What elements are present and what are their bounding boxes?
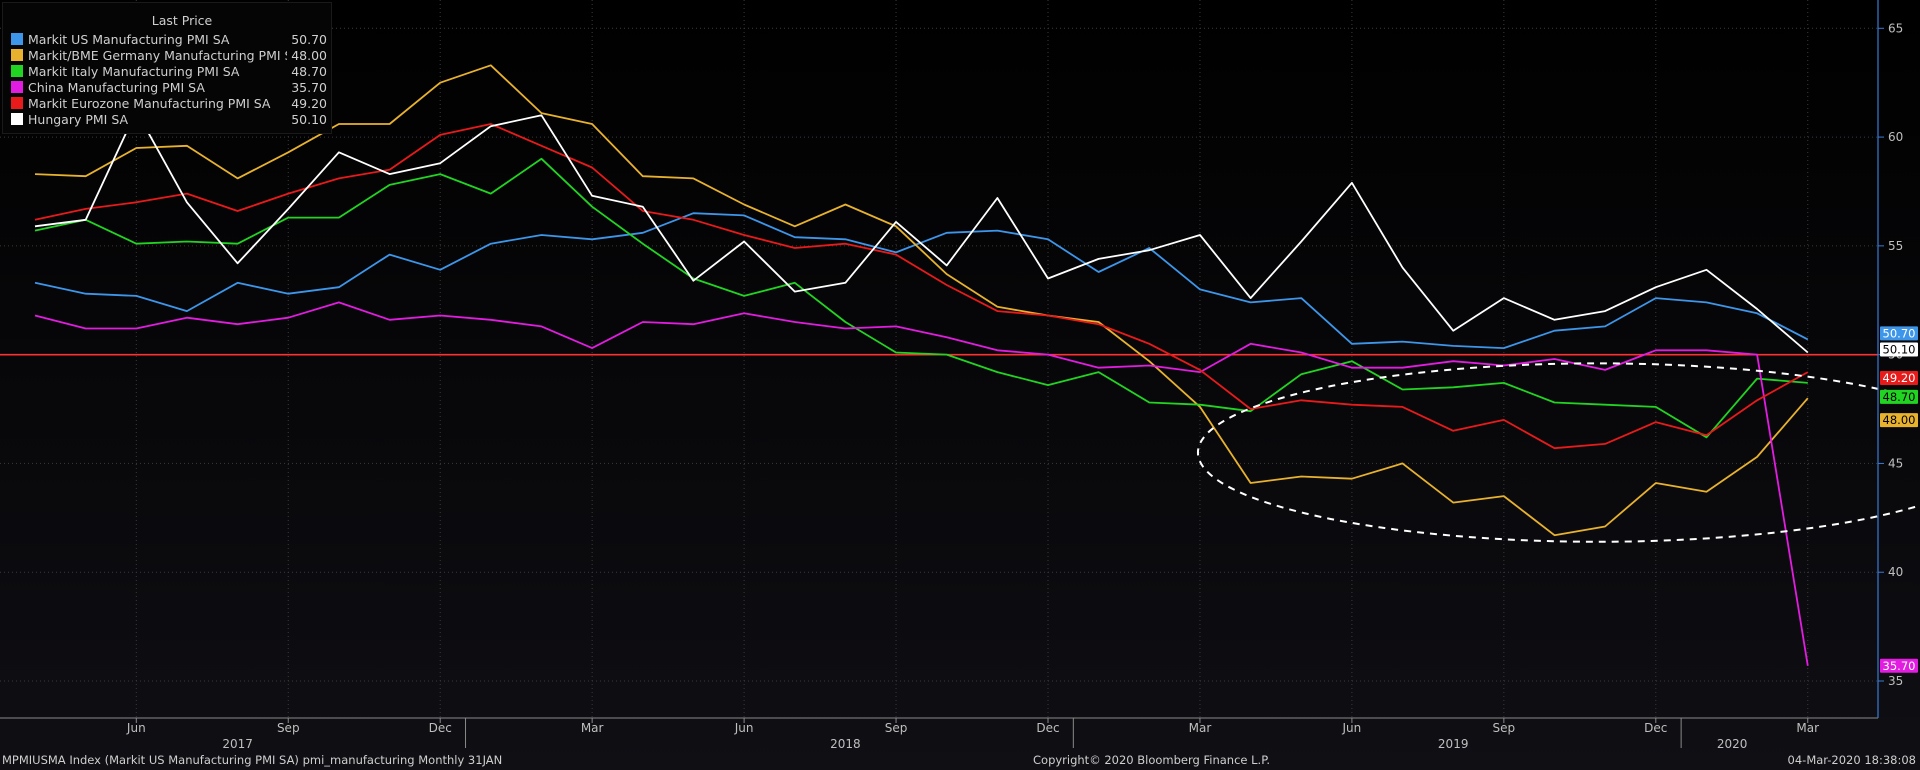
x-tick-label: Jun xyxy=(126,721,146,735)
last-value-label: 49.20 xyxy=(1883,371,1916,385)
y-tick-label: 40 xyxy=(1888,565,1903,579)
footer-right: 04-Mar-2020 18:38:08 xyxy=(1787,753,1916,767)
last-value-label: 48.00 xyxy=(1883,413,1916,427)
legend-swatch xyxy=(11,113,23,125)
y-tick-label: 35 xyxy=(1888,674,1903,688)
chart-legend: Last Price Markit US Manufacturing PMI S… xyxy=(2,2,332,134)
x-year-label: 2019 xyxy=(1438,737,1469,751)
legend-swatch xyxy=(11,33,23,45)
legend-series-value: 50.70 xyxy=(291,31,327,47)
legend-item: Markit US Manufacturing PMI SA 50.70 xyxy=(3,31,331,47)
legend-item: Markit Eurozone Manufacturing PMI SA 49.… xyxy=(3,95,331,111)
y-tick-label: 55 xyxy=(1888,239,1903,253)
footer-left: MPMIUSMA Index (Markit US Manufacturing … xyxy=(2,753,503,767)
x-tick-label: Jun xyxy=(1342,721,1362,735)
last-value-badge xyxy=(1880,389,1918,404)
legend-series-name: Markit Eurozone Manufacturing PMI SA xyxy=(28,95,271,111)
series-line-2 xyxy=(34,157,1808,439)
legend-series-name: Hungary PMI SA xyxy=(28,111,129,127)
legend-swatch xyxy=(11,49,23,61)
legend-item: Markit/BME Germany Manufacturing PMI SA … xyxy=(3,47,331,63)
legend-item: Markit Italy Manufacturing PMI SA 48.70 xyxy=(3,63,331,79)
last-value-badge xyxy=(1880,371,1918,386)
last-value-label: 35.70 xyxy=(1883,659,1916,673)
x-year-label: 2017 xyxy=(222,737,253,751)
legend-swatch xyxy=(11,65,23,77)
legend-series-name: Markit/BME Germany Manufacturing PMI SA xyxy=(28,47,287,63)
last-value-badge xyxy=(1880,342,1918,357)
x-tick-label: Sep xyxy=(885,721,908,735)
legend-series-value: 50.10 xyxy=(291,111,327,127)
last-value-badge xyxy=(1880,413,1918,428)
legend-series-name: Markit Italy Manufacturing PMI SA xyxy=(28,63,240,79)
last-value-badge xyxy=(1880,326,1918,341)
y-tick-label: 45 xyxy=(1888,456,1903,470)
y-tick-label: 65 xyxy=(1888,21,1903,35)
x-tick-label: Jun xyxy=(734,721,754,735)
x-tick-label: Dec xyxy=(1644,721,1667,735)
legend-series-value: 48.00 xyxy=(291,47,327,63)
x-year-label: 2020 xyxy=(1717,737,1748,751)
x-tick-label: Mar xyxy=(581,721,604,735)
annotation-layer xyxy=(1197,362,1920,543)
last-value-label: 48.70 xyxy=(1883,390,1916,404)
legend-item: Hungary PMI SA 50.10 xyxy=(3,111,331,127)
x-tick-label: Sep xyxy=(1493,721,1516,735)
series-line-5 xyxy=(34,110,1809,354)
last-value-label: 50.10 xyxy=(1883,342,1916,356)
legend-series-name: China Manufacturing PMI SA xyxy=(28,79,205,95)
x-tick-label: Dec xyxy=(1036,721,1059,735)
x-year-label: 2018 xyxy=(830,737,861,751)
series-line-3 xyxy=(34,301,1809,666)
legend-swatch xyxy=(11,97,23,109)
legend-series-value: 35.70 xyxy=(291,79,327,95)
legend-item: China Manufacturing PMI SA 35.70 xyxy=(3,79,331,95)
legend-series-name: Markit US Manufacturing PMI SA xyxy=(28,31,230,47)
x-tick-label: Sep xyxy=(277,721,300,735)
last-value-badge xyxy=(1880,658,1918,673)
x-tick-label: Mar xyxy=(1796,721,1819,735)
legend-series-value: 48.70 xyxy=(291,63,327,79)
footer-center: Copyright© 2020 Bloomberg Finance L.P. xyxy=(1033,753,1270,767)
dashed-ellipse-annotation xyxy=(1197,362,1920,543)
legend-series-value: 49.20 xyxy=(291,95,327,111)
series-line-4 xyxy=(34,123,1809,450)
x-tick-label: Mar xyxy=(1189,721,1212,735)
last-value-labels: 50.70 50.10 49.20 48.70 48.00 35.70 xyxy=(1880,326,1918,673)
legend-swatch xyxy=(11,81,23,93)
y-tick-label: 60 xyxy=(1888,130,1903,144)
x-tick-label: Dec xyxy=(429,721,452,735)
last-value-label: 50.70 xyxy=(1883,326,1916,340)
legend-header: Last Price xyxy=(151,13,213,28)
